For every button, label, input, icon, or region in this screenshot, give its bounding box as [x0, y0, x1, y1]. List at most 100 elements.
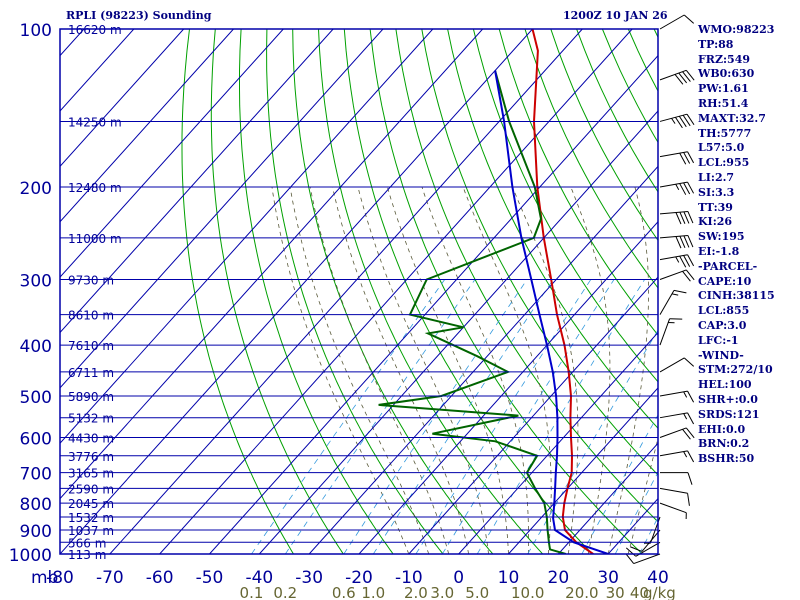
wind-barb-staff: [659, 151, 688, 158]
height-label: 14250 m: [68, 115, 122, 129]
mixing-ratio-line: [284, 279, 476, 554]
wind-barb-half-flag: [683, 413, 688, 420]
mixing-ratio-line: [343, 279, 528, 554]
temperature-tick-label: 30: [597, 568, 619, 588]
wind-barb-flag: [682, 71, 691, 82]
mixing-ratio-line: [372, 279, 554, 554]
wind-barb: [659, 427, 695, 440]
wind-barb: [659, 254, 695, 268]
wind-barb: [659, 269, 695, 282]
wind-barb-flag: [685, 69, 695, 81]
wind-barb-flag: [679, 255, 687, 268]
isotherm-line: [60, 29, 334, 334]
index-item: LCL:855: [698, 304, 750, 318]
isotherm-line: [408, 276, 658, 554]
wind-barb-staff: [659, 14, 685, 30]
wind-barb-flag: [687, 493, 690, 506]
index-item: SI:3.3: [698, 185, 735, 199]
mixing-ratio-label: 5.0: [465, 584, 489, 600]
isotherm-line: [458, 331, 658, 554]
wind-barb: [659, 487, 690, 506]
index-item: LFC:-1: [698, 333, 739, 347]
temperature-tick-label: -40: [245, 568, 273, 588]
wind-barb-flag: [685, 269, 695, 281]
wind-barb-flag: [685, 427, 695, 439]
isobar-group: 16620 m 14250 m 12480 m 11000 m 9730 m 8610 m…: [59, 23, 659, 562]
wind-barb-flag: [683, 255, 691, 267]
wind-barb: [659, 181, 695, 195]
wind-barb-half-flag: [683, 451, 688, 458]
wind-barb-flag: [678, 115, 687, 128]
wind-barb-flag: [683, 357, 695, 367]
wind-barb-staff: [641, 529, 661, 552]
pressure-tick-label: 600: [20, 430, 52, 450]
wind-barb-flag: [675, 236, 682, 249]
wind-barb-staff: [659, 412, 688, 419]
isotherm-line: [508, 387, 658, 554]
valid-time: 1200Z 10 JAN 26: [563, 9, 668, 22]
height-label: 1532 m: [68, 511, 114, 525]
isotherm-line: [258, 110, 658, 554]
height-label: 4430 m: [68, 432, 114, 446]
wind-barb-flag: [687, 235, 694, 248]
wind-barb: [659, 289, 687, 315]
index-item: L57:5.0: [698, 141, 745, 155]
mixing-ratio-label: 2.0: [404, 584, 428, 600]
pressure-tick-label: 900: [20, 522, 52, 542]
index-item: FRZ:549: [698, 52, 751, 66]
chart-title: RPLI (98223) Sounding: [66, 9, 212, 22]
isotherm-line: [60, 29, 384, 389]
index-item: CINH:38115: [698, 289, 775, 303]
isotherm-line: [358, 221, 658, 554]
wind-barb-flag: [683, 235, 690, 248]
wind-barb-flag: [683, 182, 691, 195]
wind-barb-staff: [659, 390, 688, 397]
pressure-unit-label: mb: [31, 568, 58, 588]
index-item: EI:-1.8: [698, 244, 740, 258]
height-label: 113 m: [68, 548, 106, 562]
temperature-tick-label: 0: [453, 568, 464, 588]
mixing-ratio-label: 0.2: [273, 584, 297, 600]
height-label: 11000 m: [68, 232, 122, 246]
moist-adiabat-line: [332, 186, 469, 554]
index-item: WMO:98223: [698, 23, 775, 36]
wind-barb-staff: [659, 181, 688, 188]
wind-barb-flag: [679, 183, 687, 195]
height-label: 6711 m: [68, 366, 114, 380]
wind-barb: [659, 390, 695, 403]
height-label: 5132 m: [68, 412, 114, 426]
mixing-ratio-unit-label: g/kg: [643, 584, 676, 600]
moist-adiabat-line: [607, 186, 649, 554]
wind-barb-staff: [659, 254, 688, 261]
height-label: 3776 m: [68, 450, 114, 464]
index-item: LI:2.7: [698, 170, 735, 184]
pressure-tick-label: 400: [20, 337, 52, 357]
dry-adiabat-line: [266, 29, 444, 554]
mixing-ratio-line: [251, 279, 446, 554]
mixing-ratio-label: 0.1: [240, 584, 264, 600]
index-item: EHI:0.0: [698, 422, 746, 436]
plot-frame: [59, 28, 659, 555]
wind-barb-flag: [687, 390, 695, 403]
pressure-tick-label: 800: [20, 495, 52, 515]
index-item: RH:51.4: [698, 96, 749, 110]
wind-barb-staff: [659, 269, 687, 280]
index-item: BRN:0.2: [698, 437, 750, 451]
height-label: 16620 m: [68, 23, 122, 37]
wind-barb-half-flag: [675, 256, 680, 263]
dry-adiabat-line: [181, 29, 294, 554]
mixing-ratio-label: 1.0: [361, 584, 385, 600]
wind-barb-flag: [625, 553, 635, 564]
mixing-ratio-label: 40: [630, 584, 649, 600]
wind-barb-flag: [682, 114, 691, 127]
wind-barb: [659, 412, 695, 425]
isotherm-line: [60, 29, 434, 445]
moist-adiabat-line: [387, 186, 509, 554]
height-label: 3165 m: [68, 467, 114, 481]
wind-barb-flag: [673, 289, 687, 294]
isotherm-line: [557, 442, 658, 554]
isotherm-line: [60, 29, 185, 168]
dewpoint-profile-line: [378, 70, 567, 554]
parcel-section-header: -PARCEL-: [698, 259, 758, 273]
